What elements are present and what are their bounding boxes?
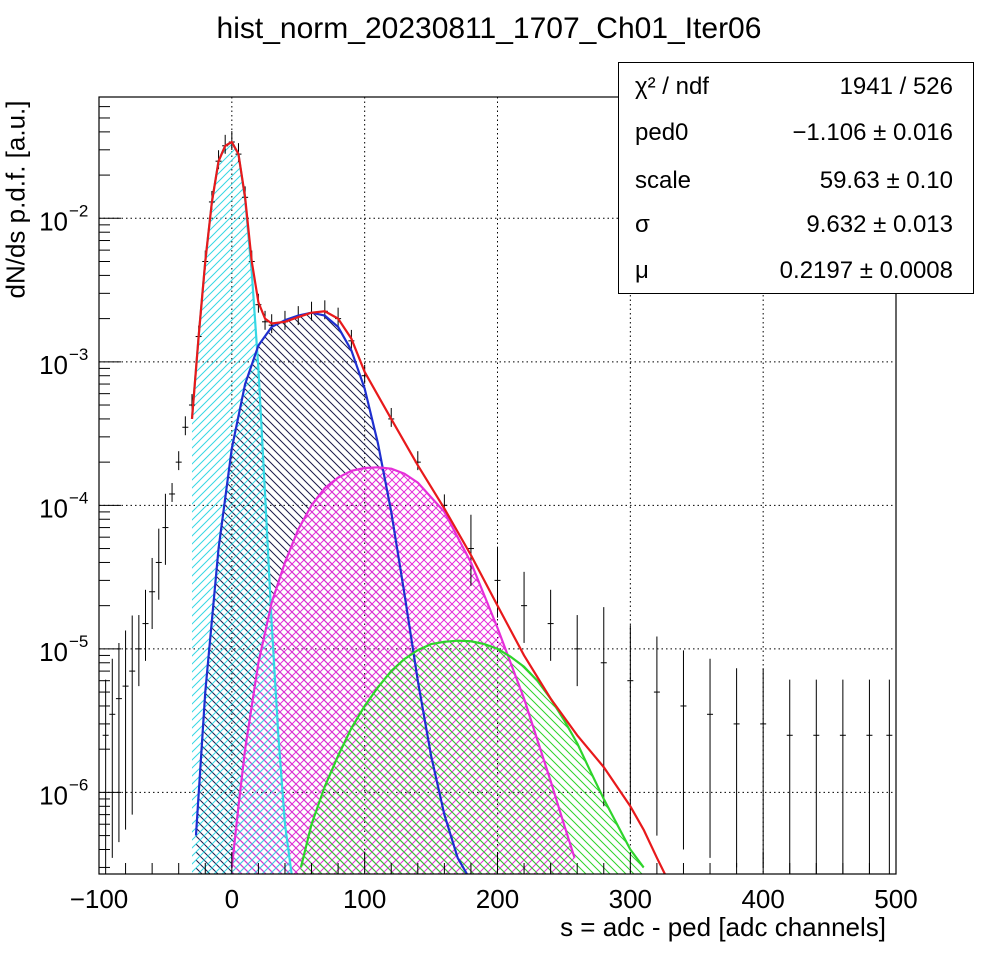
stats-key: χ² / ndf <box>635 73 709 100</box>
x-tick-label: −100 <box>70 884 129 914</box>
stats-key: μ <box>635 257 649 284</box>
y-tick-label-exponent: −6 <box>69 775 88 794</box>
stats-row-mu: μ 0.2197 ± 0.0008 <box>635 257 953 297</box>
y-tick-label: 10 <box>39 493 68 523</box>
stats-row-sigma: σ 9.632 ± 0.013 <box>635 211 953 251</box>
stats-key: ped0 <box>635 119 689 146</box>
y-tick-label-exponent: −4 <box>69 488 88 507</box>
data-points <box>102 131 893 874</box>
stats-row-ped0: ped0 −1.106 ± 0.016 <box>635 119 953 159</box>
fit-curves <box>190 140 666 875</box>
axis-ticks <box>98 96 897 874</box>
fill-3pe <box>300 640 644 874</box>
stats-row-scale: scale 59.63 ± 0.10 <box>635 167 953 207</box>
y-tick-label-exponent: −3 <box>69 345 88 364</box>
stats-value: 0.2197 ± 0.0008 <box>779 257 953 284</box>
stats-key: σ <box>635 211 650 238</box>
stats-value: 9.632 ± 0.013 <box>806 211 953 238</box>
y-tick-label: 10 <box>39 206 68 236</box>
stats-key: scale <box>635 167 692 194</box>
curve-3pe <box>299 639 645 869</box>
y-tick-label-exponent: −2 <box>69 201 88 220</box>
y-tick-label: 10 <box>39 350 68 380</box>
y-tick-label: 10 <box>39 637 68 667</box>
x-tick-label: 100 <box>343 884 386 914</box>
stats-value: 59.63 ± 0.10 <box>819 167 953 194</box>
curve-2pe <box>230 466 576 868</box>
x-tick-label: 300 <box>609 884 652 914</box>
curve-1pe <box>194 311 468 875</box>
stats-row-chi2: χ² / ndf 1941 / 526 <box>635 73 953 113</box>
stats-value: −1.106 ± 0.016 <box>792 119 953 146</box>
x-tick-label: 0 <box>225 884 239 914</box>
x-tick-label: 200 <box>476 884 519 914</box>
y-tick-label: 10 <box>39 780 68 810</box>
stats-box: χ² / ndf 1941 / 526 ped0 −1.106 ± 0.016 … <box>618 62 974 294</box>
fill-pedestal <box>191 142 292 874</box>
x-tick-label: 500 <box>874 884 917 914</box>
y-axis-label: dN/ds p.d.f. [a.u.] <box>0 100 31 299</box>
component-fills <box>191 142 644 874</box>
curve-total-fit <box>190 140 666 875</box>
stats-value: 1941 / 526 <box>839 73 953 100</box>
y-tick-label-exponent: −5 <box>69 632 88 651</box>
x-axis-label: s = adc - ped [adc channels] <box>560 912 886 942</box>
x-tick-label: 400 <box>741 884 784 914</box>
chart-title: hist_norm_20230811_1707_Ch01_Iter06 <box>216 12 762 45</box>
